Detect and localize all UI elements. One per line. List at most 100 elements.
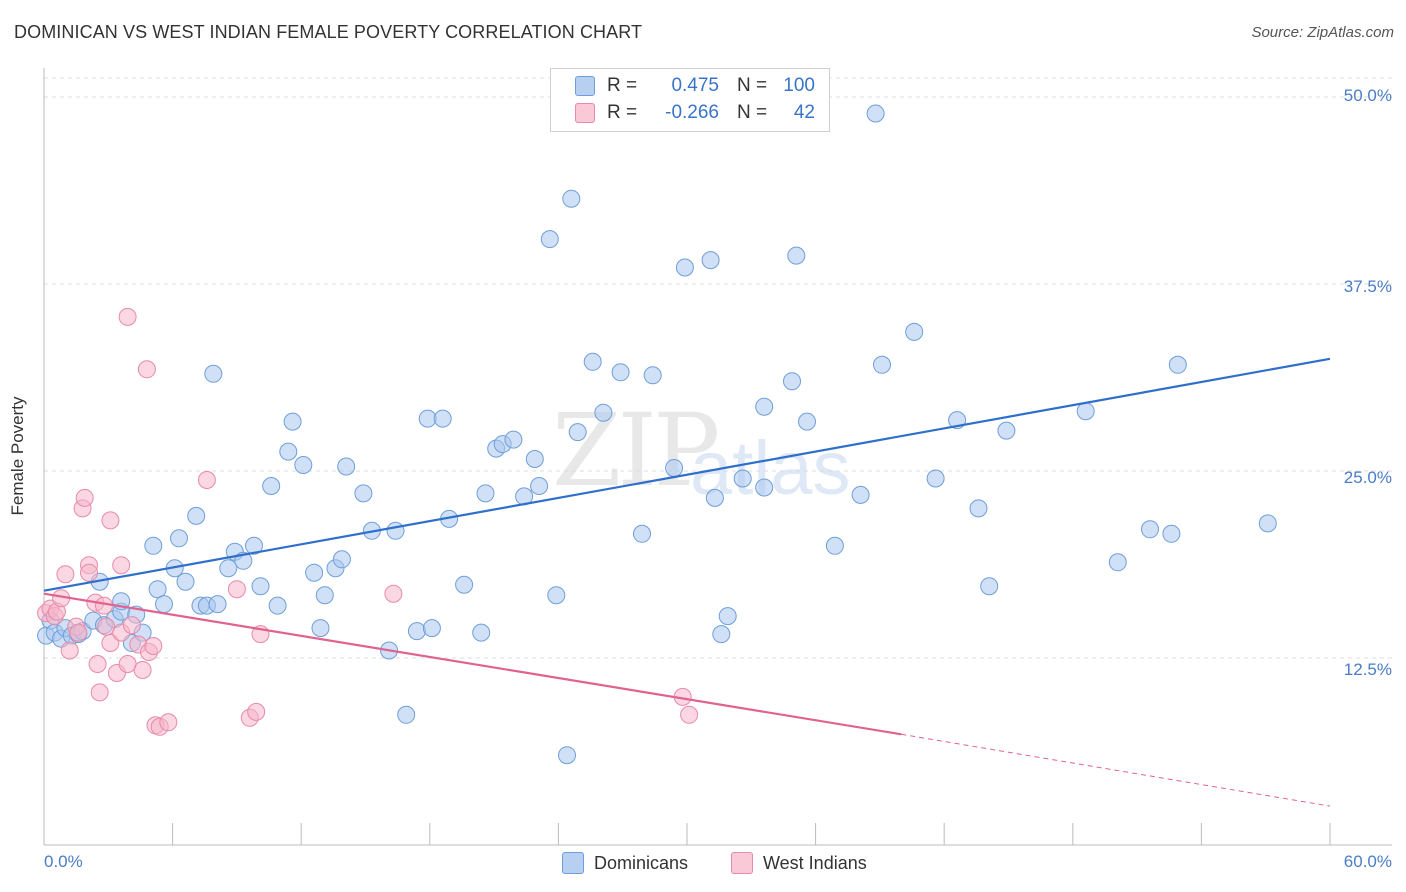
x-axis-max-label: 60.0% — [1343, 852, 1392, 871]
data-point — [197, 471, 216, 489]
data-point — [558, 746, 576, 765]
west-indians-points — [37, 307, 699, 736]
data-point — [1168, 355, 1187, 374]
data-point — [69, 623, 88, 642]
legend-row-dominicans: R = 0.475 N = 100 — [575, 74, 815, 98]
data-point — [133, 661, 152, 679]
data-point — [137, 360, 156, 379]
data-point — [279, 442, 298, 461]
data-point — [144, 536, 163, 555]
data-point — [122, 616, 141, 635]
west-indians-swatch — [575, 103, 595, 123]
n-label: N = — [737, 102, 768, 123]
legend-item-west-indians[interactable]: West Indians — [731, 852, 867, 874]
data-point — [787, 246, 806, 265]
data-point — [251, 577, 270, 596]
axes — [43, 68, 1392, 846]
chart-title: DOMINICAN VS WEST INDIAN FEMALE POVERTY … — [14, 22, 643, 42]
data-point — [755, 397, 774, 416]
dominicans-swatch — [575, 76, 595, 96]
data-point — [247, 702, 266, 721]
data-point — [418, 409, 437, 428]
data-point — [75, 488, 94, 507]
data-point — [525, 450, 544, 468]
data-point — [315, 586, 334, 605]
data-point — [825, 536, 844, 555]
data-point — [1076, 402, 1095, 421]
r-label: R = — [607, 102, 638, 123]
data-point — [873, 355, 891, 374]
data-point — [476, 484, 495, 503]
data-point — [208, 595, 227, 614]
data-point — [665, 459, 684, 477]
west-indians-trend-extension — [901, 733, 1331, 807]
data-point — [798, 412, 816, 431]
data-point — [718, 607, 737, 626]
data-point — [594, 403, 613, 422]
data-point — [568, 423, 587, 442]
data-point — [643, 366, 662, 385]
y-tick-label: 12.5% — [1343, 660, 1392, 679]
data-point — [1108, 553, 1127, 572]
trend-lines — [43, 357, 1331, 807]
data-point — [283, 412, 302, 431]
data-point — [148, 580, 167, 599]
n-value: 42 — [793, 102, 815, 123]
legend-item-dominicans[interactable]: Dominicans — [562, 852, 688, 874]
data-point — [245, 536, 263, 555]
legend-label: Dominicans — [594, 852, 689, 873]
west-indians-trend-line — [43, 592, 902, 736]
data-point — [530, 477, 549, 495]
y-tick-label: 50.0% — [1343, 86, 1392, 105]
data-point — [851, 485, 870, 504]
data-point — [88, 655, 107, 673]
data-point — [504, 430, 523, 449]
data-point — [311, 619, 330, 638]
data-point — [384, 584, 403, 603]
data-point — [866, 104, 885, 123]
data-point — [219, 559, 238, 578]
data-point — [60, 641, 79, 660]
data-point — [980, 577, 999, 596]
y-tick-label: 37.5% — [1343, 277, 1392, 296]
data-point — [547, 586, 566, 605]
dominicans-swatch — [562, 852, 584, 874]
data-point — [187, 506, 206, 525]
data-point — [337, 457, 356, 476]
data-point — [783, 372, 801, 391]
data-point — [712, 625, 731, 644]
n-label: N = — [737, 75, 768, 96]
data-point — [204, 364, 223, 383]
data-points — [37, 104, 1277, 765]
data-point — [433, 409, 452, 428]
data-point — [1162, 524, 1181, 543]
data-point — [905, 322, 924, 341]
data-point — [354, 484, 373, 503]
data-point — [680, 705, 699, 724]
data-point — [56, 565, 75, 584]
correlation-legend: R = 0.475 N = 100 R = -0.266 N = 42 — [550, 68, 830, 132]
data-point — [407, 622, 426, 641]
data-point — [969, 499, 988, 518]
data-point — [583, 352, 602, 371]
data-point — [1141, 520, 1159, 539]
data-point — [733, 469, 752, 488]
r-label: R = — [607, 75, 638, 96]
dominicans-trend-line — [43, 357, 1331, 592]
data-point — [159, 713, 178, 732]
data-point — [118, 655, 137, 673]
legend-label: West Indians — [763, 852, 867, 873]
data-point — [675, 258, 694, 277]
source-label: Source: ZipAtlas.com — [1251, 24, 1394, 41]
watermark-zip: ZIP — [552, 392, 720, 509]
data-point — [540, 230, 559, 249]
data-point — [332, 550, 351, 569]
data-point — [455, 575, 474, 594]
y-tick-label: 25.0% — [1343, 468, 1392, 487]
west-indians-swatch — [731, 852, 753, 874]
data-point — [755, 478, 774, 497]
data-point — [386, 521, 405, 540]
data-point — [294, 456, 313, 474]
data-point — [268, 596, 287, 615]
